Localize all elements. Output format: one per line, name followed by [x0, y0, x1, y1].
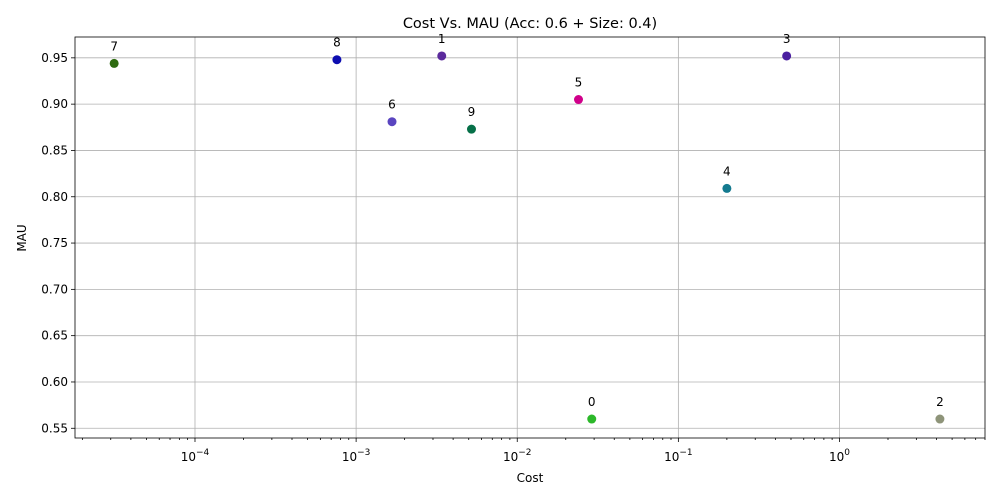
y-tick-label: 0.55 — [41, 421, 68, 435]
point-label-8: 8 — [333, 36, 341, 50]
point-label-2: 2 — [936, 395, 944, 409]
y-tick-label: 0.85 — [41, 143, 68, 157]
y-tick-label: 0.80 — [41, 190, 68, 204]
y-tick-label: 0.75 — [41, 236, 68, 250]
data-point-0 — [587, 414, 597, 424]
point-label-9: 9 — [468, 105, 476, 119]
x-tick-label: 10−2 — [503, 448, 532, 464]
point-label-6: 6 — [388, 98, 396, 112]
data-point-7 — [109, 58, 119, 68]
y-tick-label: 0.90 — [41, 97, 68, 111]
grid — [75, 37, 985, 438]
data-point-6 — [387, 117, 397, 127]
data-point-8 — [332, 55, 342, 65]
point-label-7: 7 — [110, 39, 118, 53]
axis-ticks: 0.55 0.60 0.65 0.70 0.75 0.80 0.85 0.90 0.95 10−4… — [41, 51, 986, 464]
plot-frame — [74, 36, 986, 439]
x-tick-label: 10−1 — [664, 448, 693, 464]
y-tick-label: 0.95 — [41, 51, 68, 65]
data-point-2 — [935, 414, 945, 424]
chart-title: Cost Vs. MAU (Acc: 0.6 + Size: 0.4) — [403, 16, 657, 32]
data-point-9 — [466, 124, 476, 134]
data-point-5 — [574, 95, 584, 105]
x-axis-label: Cost — [517, 471, 544, 485]
x-tick-label: 10−4 — [181, 448, 210, 464]
point-label-0: 0 — [588, 395, 596, 409]
data-point-1 — [437, 51, 447, 61]
point-label-4: 4 — [723, 164, 731, 178]
y-tick-label: 0.65 — [41, 329, 68, 343]
data-point-3 — [782, 51, 792, 61]
data-point-4 — [722, 183, 732, 193]
x-tick-label: 100 — [829, 448, 850, 464]
y-tick-label: 0.70 — [41, 282, 68, 296]
point-label-5: 5 — [575, 76, 583, 90]
y-tick-label: 0.60 — [41, 375, 68, 389]
point-label-1: 1 — [438, 32, 446, 46]
x-tick-label: 10−3 — [342, 448, 371, 464]
data-points: 0 1 2 3 4 5 6 7 8 9 — [109, 32, 945, 424]
y-axis-label: MAU — [15, 224, 29, 251]
point-label-3: 3 — [783, 32, 791, 46]
